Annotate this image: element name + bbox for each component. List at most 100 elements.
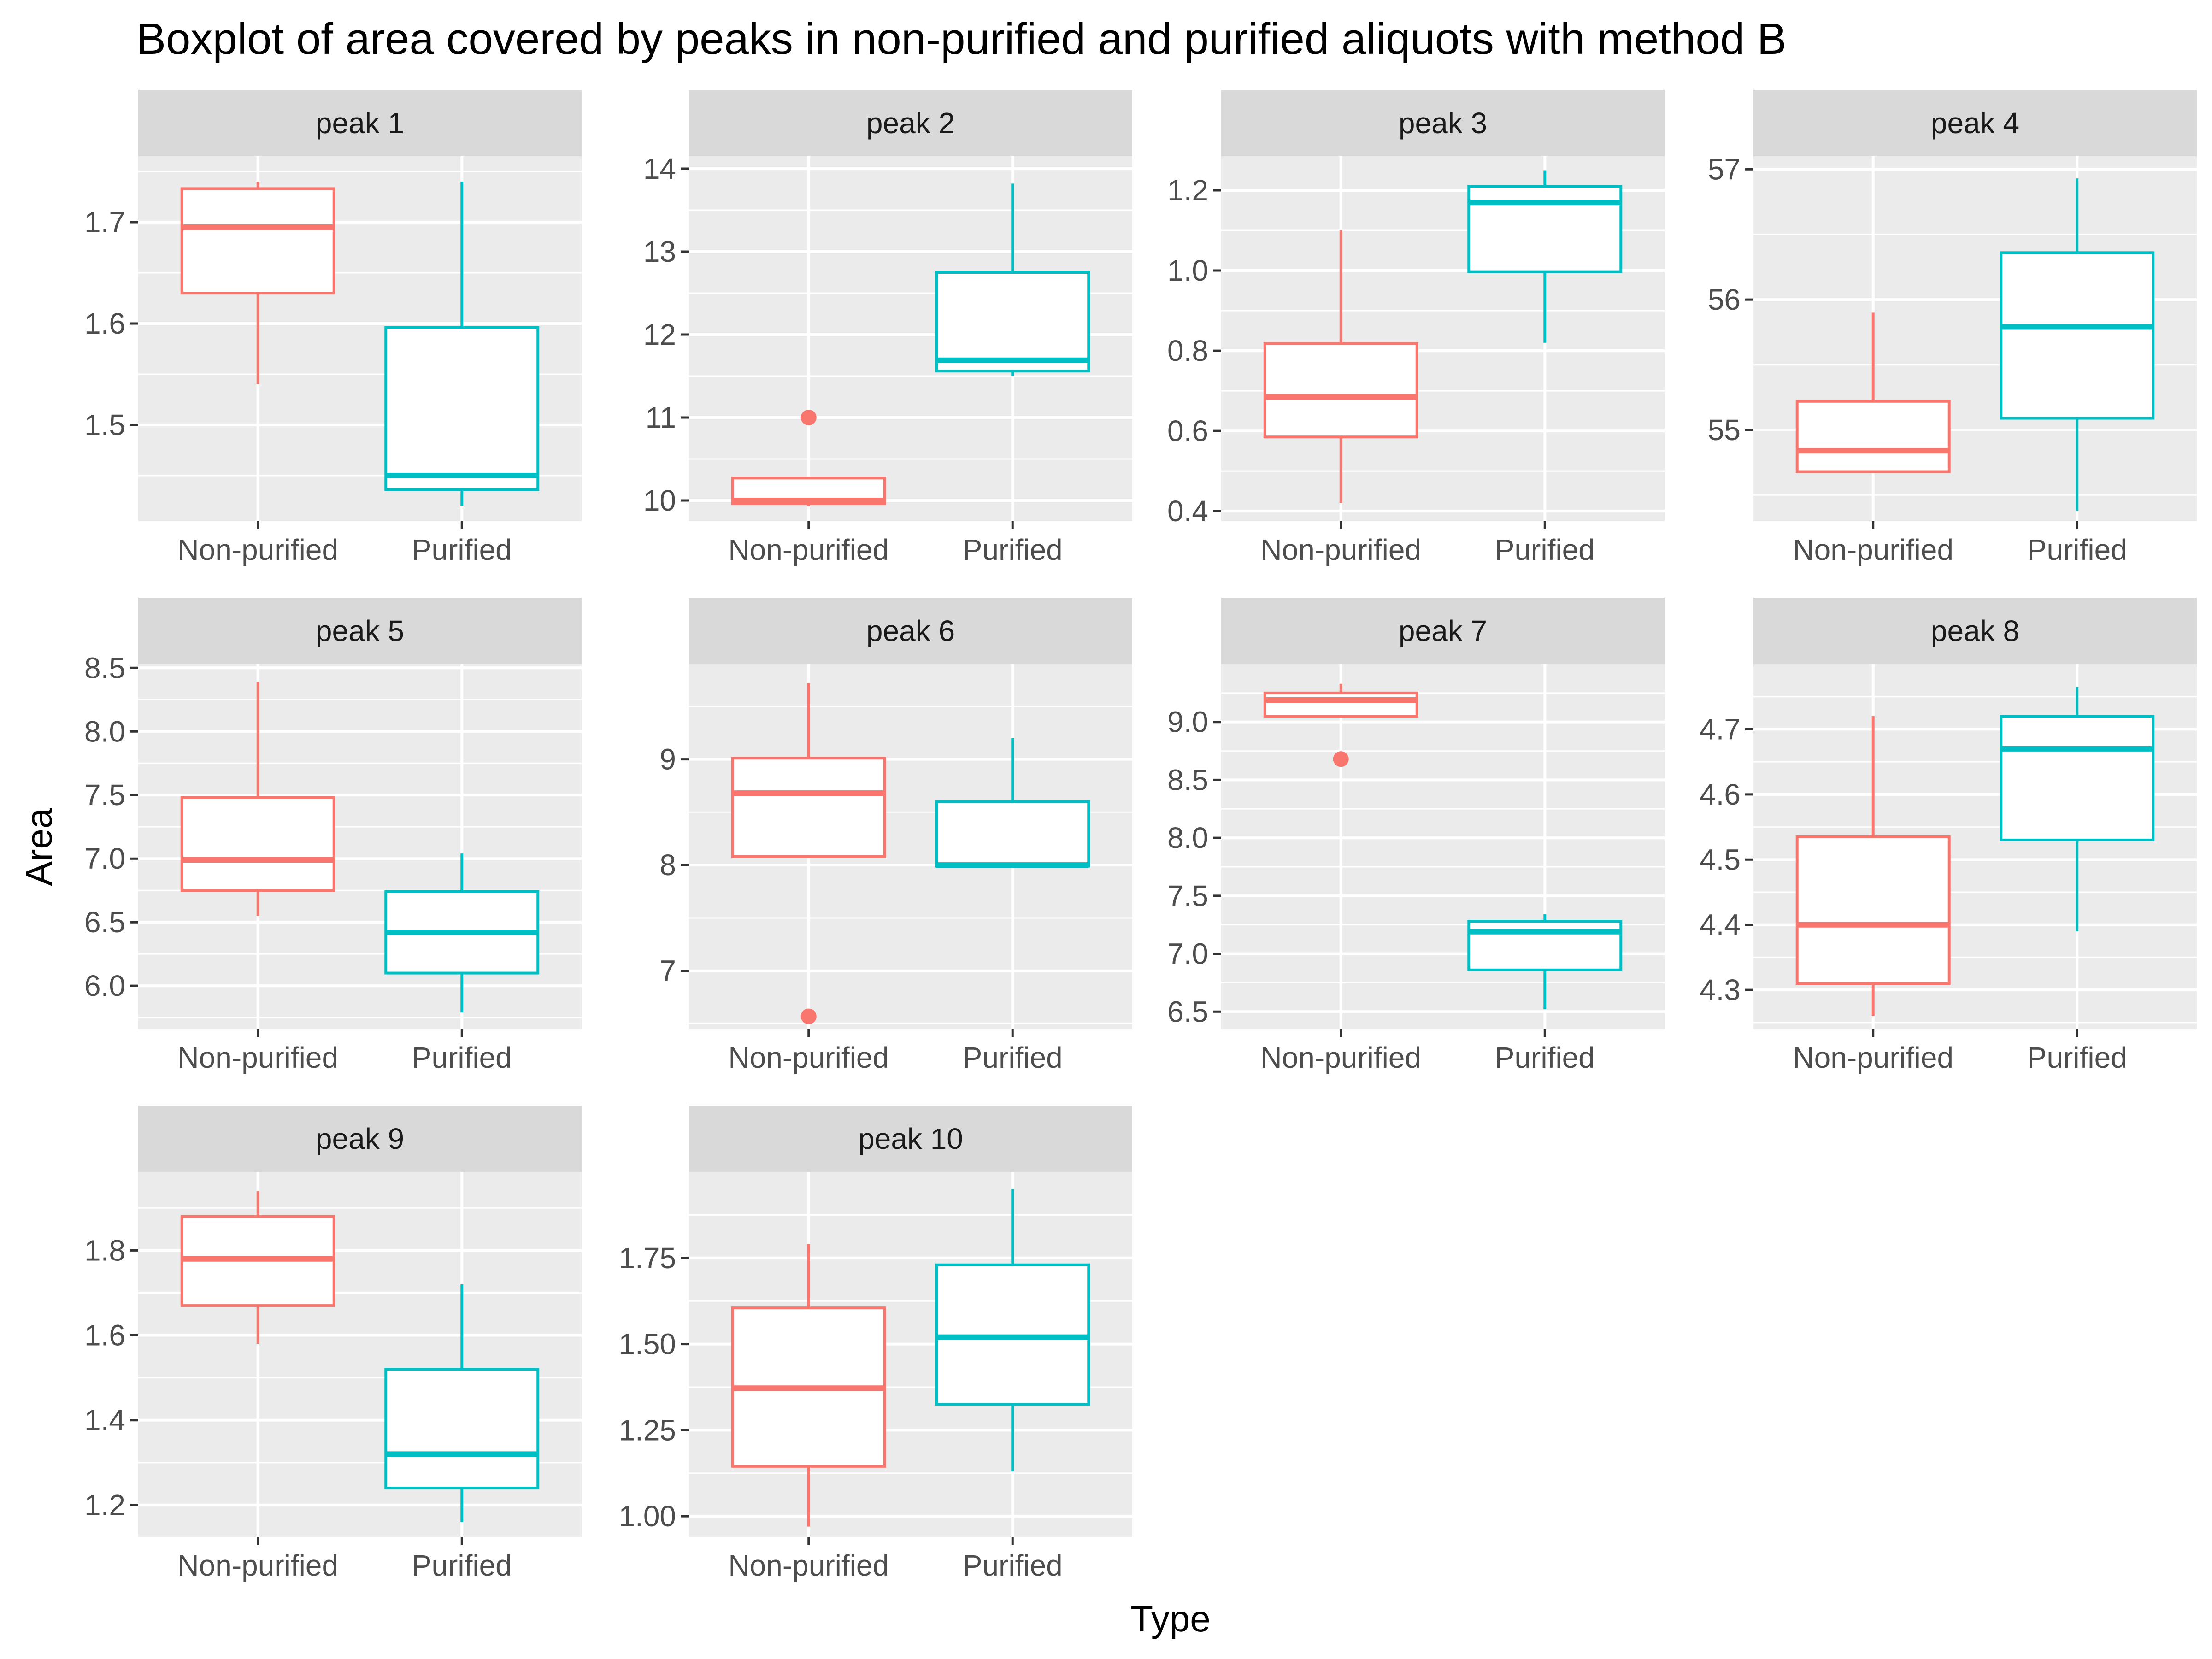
y-tick-label: 14	[643, 152, 676, 185]
iqr-box	[180, 796, 335, 892]
y-tick-label: 0.4	[1167, 494, 1208, 528]
box-purified	[935, 738, 1090, 868]
y-tick-label: 1.25	[618, 1413, 676, 1447]
y-tick-label: 7.0	[84, 842, 125, 875]
y-tick-label: 8.0	[1167, 821, 1208, 854]
x-tick-label: Non-purified	[728, 533, 889, 566]
facet-panel: peak 10 1.00 1.25 1.50 1.75 Non-purified Purif…	[618, 1106, 1132, 1582]
x-tick-label: Purified	[2027, 1041, 2127, 1074]
facet-panel: peak 2 10 11 12 13 14 Non-purified Purified	[643, 90, 1132, 566]
facet-strip	[138, 598, 582, 664]
iqr-box	[2000, 251, 2155, 420]
facet-strip	[689, 90, 1132, 156]
y-tick-label: 1.2	[1167, 174, 1208, 207]
iqr-box	[1795, 400, 1951, 473]
x-tick-label: Non-purified	[177, 533, 338, 566]
y-tick-label: 1.6	[84, 1319, 125, 1352]
y-tick-label: 4.6	[1700, 778, 1741, 811]
box-purified	[2000, 178, 2155, 511]
chart-title: Boxplot of area covered by peaks in non-…	[136, 14, 1787, 64]
facet-strip-label: peak 2	[866, 106, 955, 140]
facet-strip-label: peak 1	[316, 106, 404, 140]
facet-panel: peak 7 6.5 7.0 7.5 8.0 8.5 9.0 Non-purified Puri…	[1167, 598, 1665, 1074]
y-tick-label: 56	[1708, 283, 1741, 316]
y-tick-label: 7	[659, 954, 676, 988]
box-purified	[935, 183, 1090, 376]
x-tick-label: Non-purified	[177, 1549, 338, 1582]
facet-panel: peak 8 4.3 4.4 4.5 4.6 4.7 Non-purified Purifie…	[1700, 598, 2197, 1074]
y-tick-label: 8	[659, 848, 676, 882]
iqr-box	[384, 326, 540, 491]
y-tick-label: 1.4	[84, 1404, 125, 1437]
box-non-purified	[180, 1191, 335, 1344]
x-tick-label: Non-purified	[1793, 1041, 1953, 1074]
box-purified	[384, 853, 540, 1013]
iqr-box	[2000, 715, 2155, 841]
y-tick-label: 55	[1708, 413, 1741, 447]
facet-strip	[1221, 90, 1665, 156]
facet-strip-label: peak 10	[858, 1122, 963, 1155]
facet-strip-label: peak 3	[1399, 106, 1487, 140]
iqr-box	[1795, 835, 1951, 985]
x-tick-label: Purified	[1495, 533, 1595, 566]
y-tick-label: 7.5	[1167, 879, 1208, 912]
y-tick-label: 13	[643, 235, 676, 268]
y-tick-label: 8.0	[84, 715, 125, 748]
y-tick-label: 1.00	[618, 1500, 676, 1533]
facet-strip-label: peak 9	[316, 1122, 404, 1155]
box-purified	[935, 1189, 1090, 1472]
x-tick-label: Non-purified	[177, 1041, 338, 1074]
x-tick-label: Purified	[963, 1549, 1063, 1582]
facet-strip	[1753, 598, 2197, 664]
iqr-box	[1263, 342, 1418, 439]
y-axis-title: Area	[18, 808, 59, 886]
y-tick-label: 0.8	[1167, 334, 1208, 367]
y-tick-label: 4.7	[1700, 712, 1741, 746]
facet-panel: peak 9 1.2 1.4 1.6 1.8 Non-purified Purified	[84, 1106, 582, 1582]
box-non-purified	[1263, 230, 1418, 503]
iqr-box	[384, 1368, 540, 1490]
y-tick-label: 1.6	[84, 307, 125, 340]
facet-strip	[138, 1106, 582, 1172]
outlier-point	[1333, 751, 1349, 767]
iqr-box	[1467, 920, 1623, 971]
facet-strip	[689, 598, 1132, 664]
facet-panel: peak 5 6.0 6.5 7.0 7.5 8.0 8.5 Non-purified Puri…	[84, 598, 582, 1074]
x-tick-label: Non-purified	[728, 1041, 889, 1074]
iqr-box	[1263, 691, 1418, 718]
facet-strip-label: peak 6	[866, 614, 955, 647]
y-tick-label: 1.75	[618, 1241, 676, 1275]
facet-panel: peak 1 1.5 1.6 1.7 Non-purified Purified	[84, 90, 582, 566]
x-tick-label: Purified	[412, 1041, 512, 1074]
y-tick-label: 1.2	[84, 1488, 125, 1522]
iqr-box	[1467, 185, 1623, 273]
x-tick-label: Purified	[1495, 1041, 1595, 1074]
y-tick-label: 1.7	[84, 206, 125, 239]
box-non-purified	[180, 182, 335, 384]
panel-background	[1221, 664, 1665, 1029]
facet-panel: peak 6 7 8 9 Non-purified Purified	[659, 598, 1132, 1074]
outlier-point	[800, 1008, 817, 1024]
facet-panel: peak 4 55 56 57 Non-purified Purified	[1708, 90, 2197, 566]
box-purified	[2000, 687, 2155, 931]
y-tick-label: 8.5	[84, 651, 125, 684]
y-tick-label: 9.0	[1167, 706, 1208, 739]
box-purified	[1467, 170, 1623, 343]
x-tick-label: Purified	[963, 533, 1063, 566]
y-tick-label: 11	[646, 401, 676, 434]
box-purified	[384, 182, 540, 506]
facet-strip-label: peak 4	[1931, 106, 2019, 140]
outlier-point	[800, 410, 817, 425]
y-tick-label: 1.50	[618, 1328, 676, 1361]
facet-strip	[1221, 598, 1665, 664]
box-purified	[1467, 914, 1623, 1010]
x-tick-label: Purified	[2027, 533, 2127, 566]
facet-strip-label: peak 8	[1931, 614, 2019, 647]
y-tick-label: 6.0	[84, 969, 125, 1002]
y-tick-label: 4.4	[1700, 908, 1741, 941]
iqr-box	[731, 757, 886, 858]
x-tick-label: Non-purified	[1793, 533, 1953, 566]
x-tick-label: Purified	[412, 1549, 512, 1582]
facet-strip	[689, 1106, 1132, 1172]
